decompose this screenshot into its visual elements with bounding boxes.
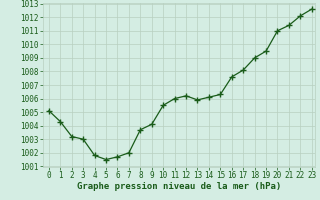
X-axis label: Graphe pression niveau de la mer (hPa): Graphe pression niveau de la mer (hPa) (77, 182, 281, 191)
